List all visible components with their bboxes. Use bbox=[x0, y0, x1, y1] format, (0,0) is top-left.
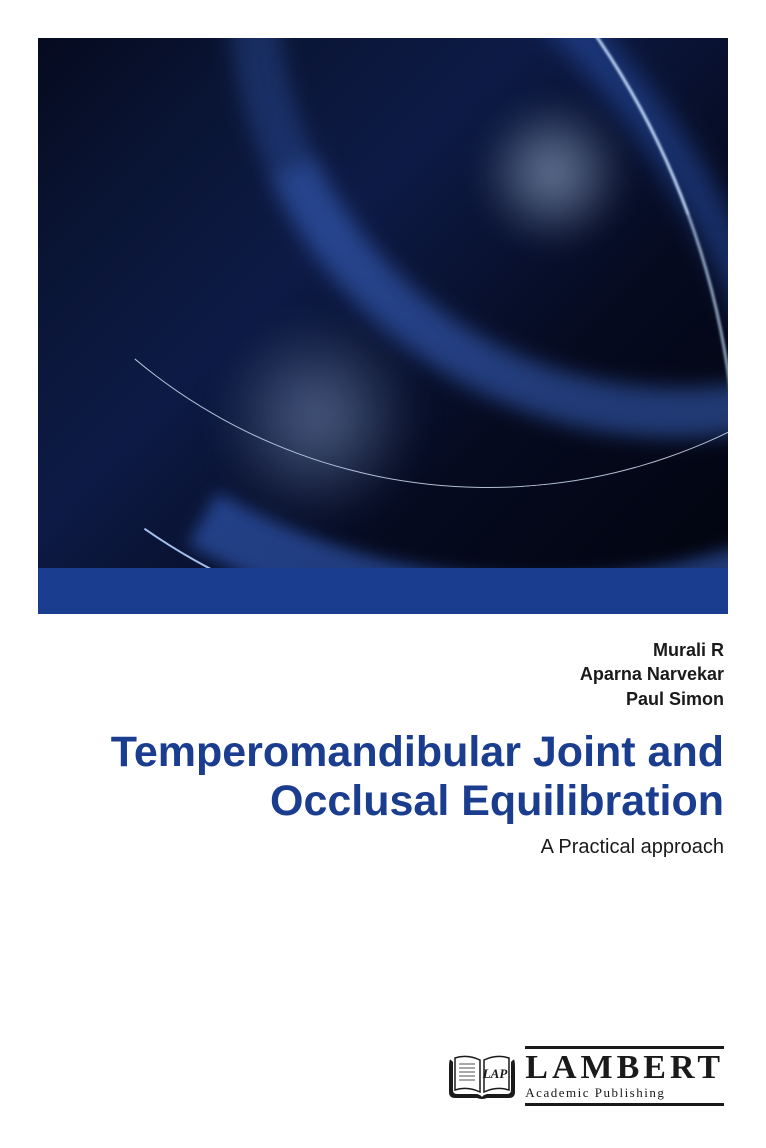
book-title: Temperomandibular Joint and Occlusal Equ… bbox=[60, 728, 724, 827]
author-list: Murali R Aparna Narvekar Paul Simon bbox=[580, 638, 724, 711]
cover-artwork bbox=[38, 38, 728, 568]
publisher-tagline: Academic Publishing bbox=[525, 1085, 724, 1101]
divider-bar bbox=[38, 568, 728, 614]
author-name: Paul Simon bbox=[580, 687, 724, 711]
badge-text: LAP bbox=[482, 1066, 509, 1081]
publisher-name: LAMBERT bbox=[525, 1051, 724, 1085]
book-subtitle: A Practical approach bbox=[541, 836, 724, 859]
publisher-badge-icon: LAP bbox=[447, 1048, 517, 1104]
publisher-logo: LAP LAMBERT Academic Publishing bbox=[447, 1046, 724, 1106]
author-name: Murali R bbox=[580, 638, 724, 662]
light-glow bbox=[218, 318, 418, 518]
light-glow bbox=[478, 98, 628, 248]
author-name: Aparna Narvekar bbox=[580, 662, 724, 686]
publisher-text: LAMBERT Academic Publishing bbox=[525, 1046, 724, 1106]
